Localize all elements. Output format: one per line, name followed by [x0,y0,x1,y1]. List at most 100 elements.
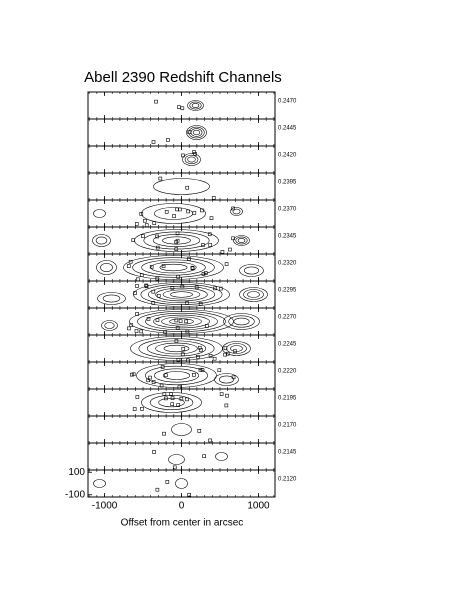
galaxy-marker [144,284,149,289]
contour [222,341,251,356]
galaxy-marker [161,264,166,268]
panel-frame [87,145,276,174]
galaxy-marker [201,272,206,276]
galaxy-marker [162,431,166,436]
channel-label: 0.2245 [278,342,297,348]
y-tick-label: 100 [68,467,85,478]
galaxy-marker [178,319,183,324]
galaxy-marker [175,326,180,330]
galaxy-marker [139,273,144,277]
panel-frame [87,415,276,444]
galaxy-marker [175,231,180,236]
galaxy-marker [209,216,214,221]
galaxy-marker [151,380,156,384]
contour [226,343,247,354]
galaxy-marker [130,372,134,377]
galaxy-marker [162,392,167,396]
galaxy-marker [179,396,184,401]
galaxy-marker [223,346,228,351]
channel-label: 0.2320 [278,261,297,267]
contour [235,236,248,245]
galaxy-marker [155,276,160,281]
contour [138,338,215,359]
contour [93,479,106,488]
galaxy-marker [155,318,160,322]
channel-label: 0.2120 [278,477,297,483]
contour [186,125,207,140]
contour [189,101,202,110]
galaxy-marker [164,373,168,378]
galaxy-marker [187,130,192,134]
x-tick-label: 1000 [247,501,270,512]
contour [145,365,208,386]
contour [190,128,203,137]
contour [162,236,191,245]
contour [147,285,216,304]
galaxy-marker [185,185,190,190]
galaxy-marker [169,392,173,396]
galaxy-marker [170,396,175,400]
galaxy-marker [208,243,213,247]
galaxy-marker [200,208,204,213]
galaxy-marker [131,372,136,377]
contour [132,257,215,278]
contour [140,284,223,305]
contour [214,373,239,386]
galaxy-marker [135,284,139,288]
galaxy-marker [152,221,157,225]
galaxy-marker [136,277,140,282]
channel-panel: 0.2470 [87,91,297,120]
galaxy-marker [187,257,191,261]
galaxy-marker [201,243,205,247]
contour [192,129,201,136]
contour [239,287,268,302]
channel-panel: 0.2445 [87,118,297,147]
contour [141,203,206,224]
contour [244,266,260,275]
galaxy-marker [219,392,224,396]
contour [170,291,193,298]
contour [159,263,188,272]
contour [163,344,190,353]
contour [188,126,205,139]
channel-panel: 0.2345 [87,226,297,255]
galaxy-marker [135,395,140,399]
contour [93,209,106,218]
galaxy-marker [213,286,217,291]
contour [161,316,202,327]
galaxy-marker [180,352,185,357]
galaxy-marker [185,301,189,305]
galaxy-marker [198,367,203,372]
channel-panel: 0.2145 [87,442,297,471]
galaxy-marker [181,347,186,351]
contour [239,264,264,277]
contour [187,100,204,111]
galaxy-marker [208,438,212,443]
contour [96,260,117,275]
galaxy-marker [228,247,232,252]
galaxy-marker [170,402,175,407]
galaxy-marker [131,238,136,242]
contour [233,317,250,326]
galaxy-marker [224,403,229,408]
galaxy-marker [128,259,133,264]
galaxy-marker [144,223,149,227]
galaxy-marker [172,214,176,218]
channel-panel: 0.2195 [87,388,297,417]
contour [153,368,200,383]
contour [184,154,199,165]
galaxy-marker [135,312,139,316]
galaxy-marker [134,222,139,226]
galaxy-marker [223,352,227,357]
galaxy-marker [185,397,189,402]
galaxy-marker [170,285,175,290]
galaxy-marker [200,368,205,372]
contour [153,178,210,195]
x-tick-label: -1000 [92,501,118,512]
galaxy-marker [172,465,177,470]
galaxy-marker [164,396,168,401]
contour [145,312,218,331]
galaxy-marker [177,105,181,109]
galaxy-marker [159,383,164,388]
galaxy-marker [146,378,151,383]
